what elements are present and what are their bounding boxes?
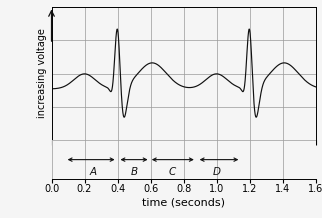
Text: B: B (130, 167, 137, 177)
Text: C: C (168, 167, 175, 177)
Text: A: A (89, 167, 96, 177)
Text: D: D (213, 167, 221, 177)
X-axis label: time (seconds): time (seconds) (142, 197, 225, 207)
Y-axis label: increasing voltage: increasing voltage (37, 29, 47, 118)
